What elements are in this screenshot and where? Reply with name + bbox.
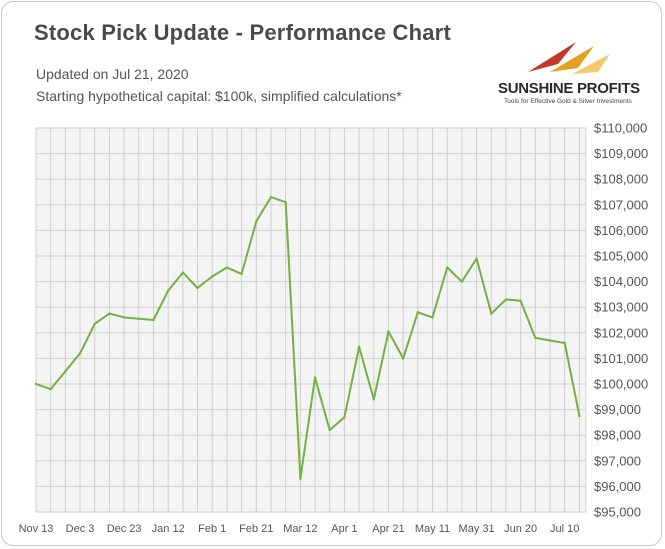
x-tick-label: Jan 12 <box>152 523 185 535</box>
x-tick-label: Jun 20 <box>504 523 537 535</box>
y-tick-label: $107,000 <box>594 197 648 212</box>
data-point <box>431 316 434 319</box>
y-tick-label: $103,000 <box>594 300 648 315</box>
x-tick-label: May 31 <box>459 523 495 535</box>
data-point <box>416 311 420 314</box>
chart-title: Stock Pick Update - Performance Chart <box>34 20 451 45</box>
x-tick-label: Feb 1 <box>198 523 226 535</box>
data-point <box>78 352 82 355</box>
data-point <box>460 280 464 283</box>
y-tick-label: $97,000 <box>594 453 641 468</box>
y-tick-label: $95,000 <box>594 505 641 520</box>
data-point <box>166 289 170 292</box>
data-point <box>519 299 522 302</box>
data-point <box>240 272 243 276</box>
data-point <box>152 318 155 322</box>
x-tick-label: May 11 <box>415 523 450 535</box>
data-point <box>313 376 317 379</box>
x-tick-label: Apr 1 <box>331 523 357 535</box>
plot-area <box>36 128 586 512</box>
x-tick-label: Jul 10 <box>550 523 579 535</box>
y-tick-label: $99,000 <box>594 402 641 417</box>
x-tick-label: Dec 3 <box>66 523 95 535</box>
data-point <box>196 286 199 290</box>
y-tick-label: $104,000 <box>594 274 648 289</box>
data-point <box>387 330 390 333</box>
data-point <box>93 322 96 326</box>
data-point <box>475 257 478 260</box>
sunshine-profits-logo: SUNSHINE PROFITS Tools for Effective Gol… <box>498 34 648 112</box>
data-point <box>269 195 273 199</box>
x-tick-label: Apr 21 <box>372 523 404 535</box>
data-point <box>372 398 375 401</box>
y-tick-label: $108,000 <box>594 172 648 187</box>
data-point <box>328 428 331 432</box>
data-point <box>504 298 508 301</box>
capital-note: Starting hypothetical capital: $100k, si… <box>36 88 402 104</box>
data-point <box>490 312 493 315</box>
data-point <box>401 357 405 360</box>
y-tick-label: $98,000 <box>594 428 641 443</box>
data-point <box>284 201 287 204</box>
y-tick-label: $105,000 <box>594 249 648 264</box>
logo-tagline: Tools for Effective Gold & Silver Invest… <box>504 98 632 105</box>
y-tick-label: $96,000 <box>594 479 641 494</box>
data-point <box>34 382 38 386</box>
data-point <box>211 275 214 278</box>
y-tick-label: $106,000 <box>594 223 648 238</box>
x-tick-label: Nov 13 <box>19 523 54 535</box>
y-tick-label: $110,000 <box>594 121 647 136</box>
data-point <box>225 266 229 269</box>
data-point <box>299 477 302 480</box>
data-point <box>534 336 537 340</box>
data-point <box>578 414 581 418</box>
y-tick-label: $100,000 <box>594 377 648 392</box>
data-point <box>49 387 52 391</box>
y-tick-label: $109,000 <box>594 146 648 161</box>
performance-line <box>35 196 581 480</box>
data-point <box>343 416 346 419</box>
data-point <box>563 341 566 345</box>
data-point <box>137 317 141 320</box>
data-point <box>357 345 361 349</box>
logo-swoosh-icon <box>528 42 610 74</box>
data-point <box>108 312 111 315</box>
data-point <box>255 220 258 223</box>
data-point <box>548 339 552 342</box>
y-tick-label: $101,000 <box>594 351 648 366</box>
x-tick-label: Mar 12 <box>283 523 317 535</box>
data-point <box>446 266 449 269</box>
data-point <box>122 316 126 319</box>
y-tick-label: $102,000 <box>594 325 648 340</box>
data-point <box>64 370 67 373</box>
x-tick-label: Dec 23 <box>107 523 142 535</box>
data-point <box>181 271 185 274</box>
updated-date: Updated on Jul 21, 2020 <box>36 66 189 82</box>
logo-name: SUNSHINE PROFITS <box>498 80 640 97</box>
x-tick-label: Feb 21 <box>239 523 273 535</box>
